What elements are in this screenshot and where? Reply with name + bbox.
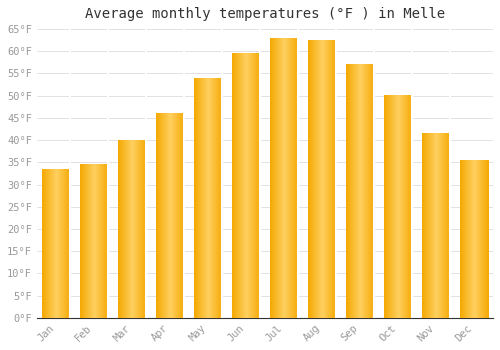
Title: Average monthly temperatures (°F ) in Melle: Average monthly temperatures (°F ) in Me… bbox=[85, 7, 445, 21]
